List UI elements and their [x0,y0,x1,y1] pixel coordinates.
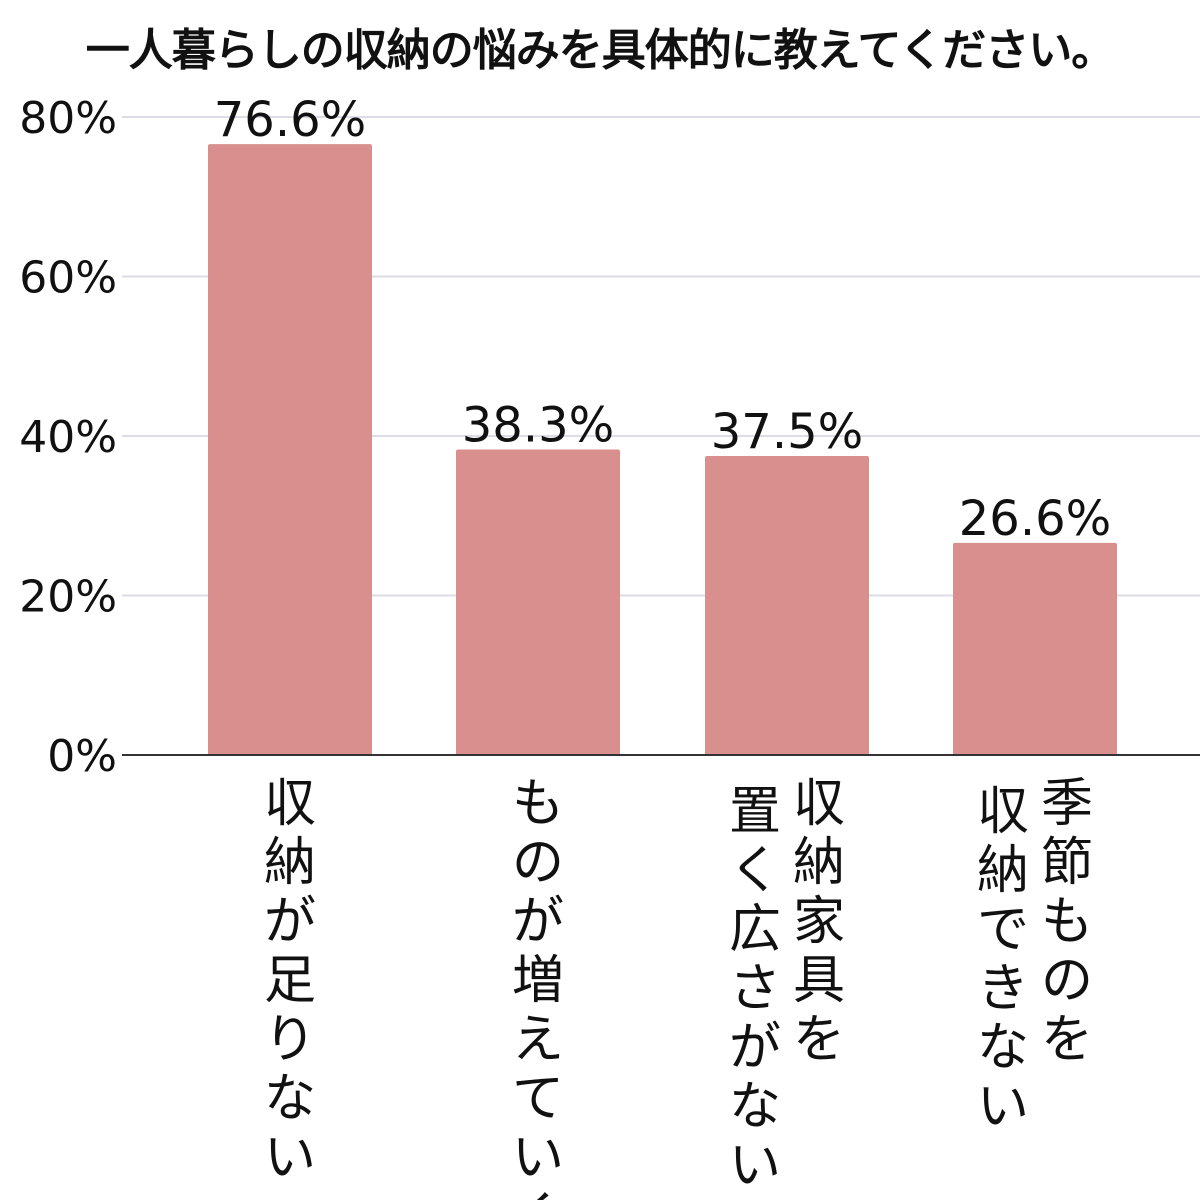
data-label: 38.3% [462,398,614,454]
category-text: 置く広さがない [729,782,781,1196]
data-label: 76.6% [214,92,366,148]
category-text: ものが増えていく [512,774,564,1200]
category-label: 収納が足りない [264,774,316,1188]
category-text: 収納が足りない [264,774,316,1188]
data-label: 26.6% [959,491,1111,547]
y-tick-label: 60% [19,253,117,304]
data-label: 37.5% [711,404,863,460]
y-tick-label: 20% [19,572,117,623]
category-label: ものが増えていく [512,774,564,1200]
data-labels: 76.6% 38.3% 37.5% 26.6% [214,92,1111,547]
bar [456,449,620,755]
y-tick-label: 80% [19,93,117,144]
y-tick-label: 40% [19,412,117,463]
bar [705,455,869,755]
category-text: 季節ものを [1041,774,1093,1070]
bar [208,144,372,756]
chart-title: 一人暮らしの収納の悩みを具体的に教えてください。 [85,25,1115,76]
bars [208,144,1117,756]
bar [953,542,1117,755]
y-tick-label: 0% [47,731,117,782]
category-text: 収納家具を [793,774,845,1070]
category-text: 収納できない [977,782,1029,1137]
y-axis-ticks: 0% 20% 40% 60% 80% [19,93,117,782]
